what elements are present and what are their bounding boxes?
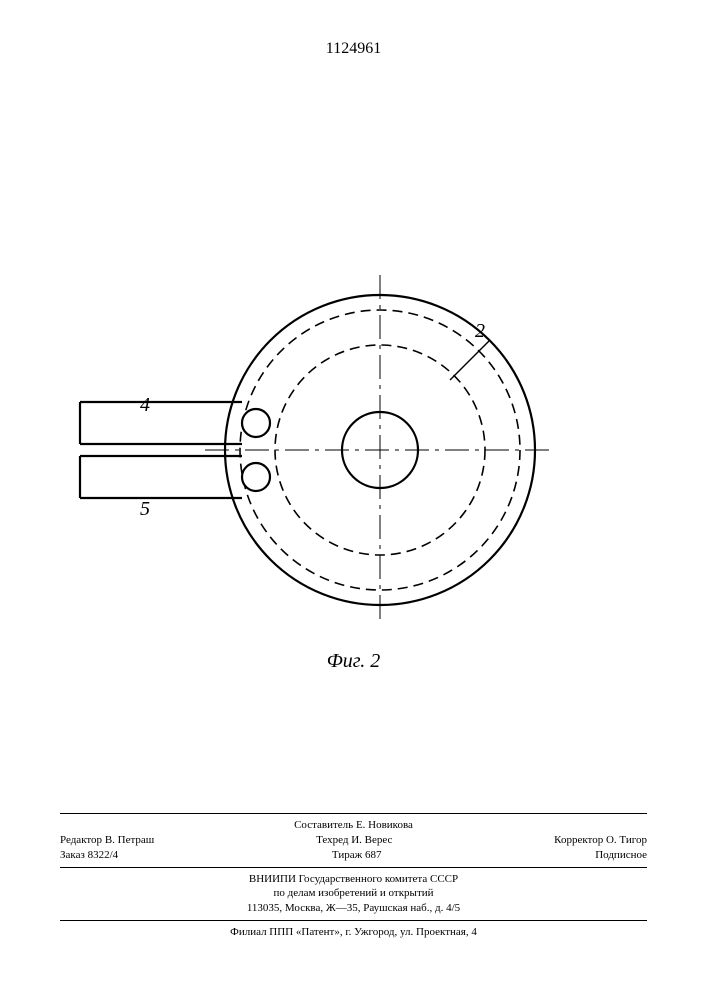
tirazh-value: 687 [365, 849, 382, 861]
addr-line-1: 113035, Москва, Ж—35, Раушская наб., д. … [60, 901, 647, 916]
sub-label: Подписное [595, 848, 647, 863]
document-number: 1124961 [0, 40, 707, 58]
figure-svg [0, 150, 707, 670]
org-line-2: по делам изобретений и открытий [60, 886, 647, 901]
editor-label: Редактор [60, 834, 102, 846]
callout-2: 2 [475, 320, 485, 343]
callout-4: 4 [140, 394, 150, 417]
imprint-footer: Составитель Е. Новикова Редактор В. Петр… [60, 809, 647, 940]
compiler-label: Составитель [294, 819, 353, 831]
editor-name: В. Петраш [105, 834, 154, 846]
org-line-1: ВНИИПИ Государственного комитета СССР [60, 872, 647, 887]
tirazh-label: Тираж [332, 849, 362, 861]
corrector-name: О. Тигор [606, 834, 647, 846]
tech-label: Техред [316, 834, 348, 846]
figure-2: Фиг. 2 2 4 5 [0, 150, 707, 675]
order-label: Заказ [60, 849, 85, 861]
patent-page: 1124961 Фиг. 2 2 4 5 Составитель Е. Нови… [0, 0, 707, 1000]
callout-5: 5 [140, 498, 150, 521]
figure-label: Фиг. 2 [0, 650, 707, 673]
corrector-label: Корректор [554, 834, 603, 846]
tech-name: И. Верес [351, 834, 392, 846]
addr-line-2: Филиал ППП «Патент», г. Ужгород, ул. Про… [60, 925, 647, 940]
order-value: 8322/4 [88, 849, 119, 861]
compiler-name: Е. Новикова [356, 819, 413, 831]
